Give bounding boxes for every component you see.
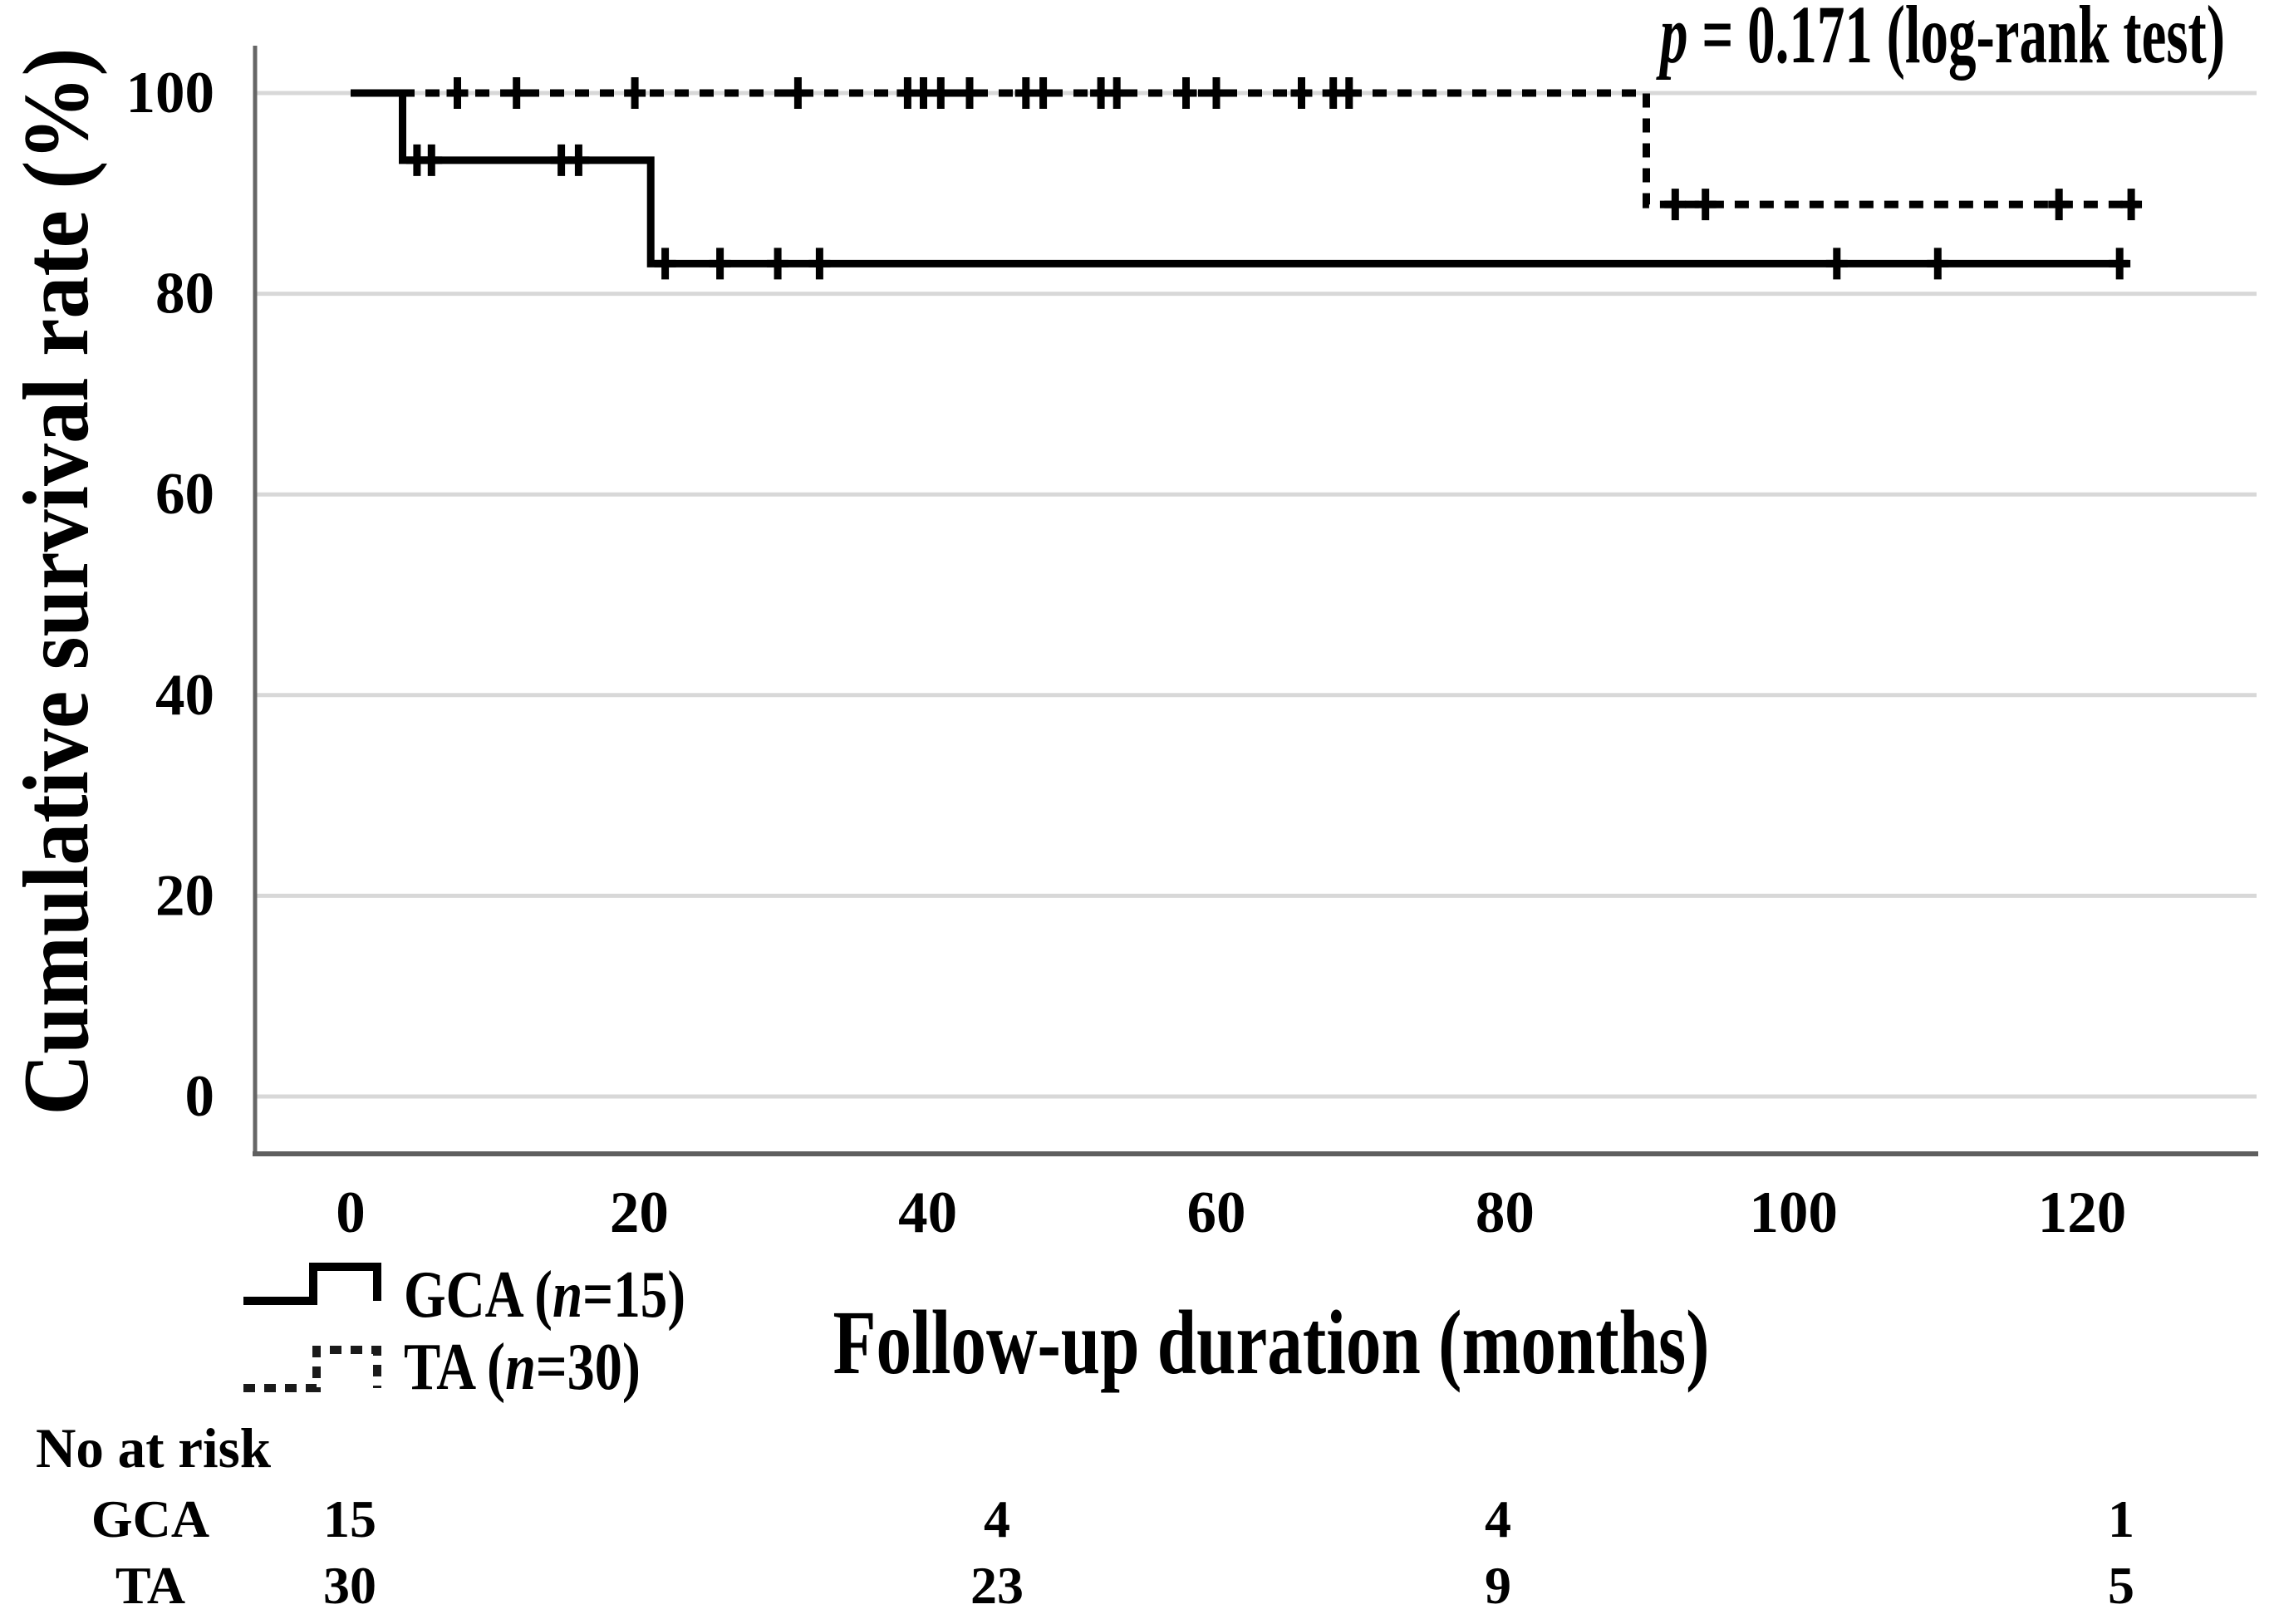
gca-censor-mark xyxy=(709,248,731,280)
ta-legend-suffix: =30) xyxy=(536,1331,641,1404)
gca-censor-mark xyxy=(2109,248,2131,280)
gca-legend-swatch xyxy=(243,1263,381,1305)
x-tick-label: 80 xyxy=(1476,1180,1535,1245)
risk-value: 23 xyxy=(970,1556,1024,1615)
risk-row-label-gca: GCA xyxy=(91,1489,209,1548)
gca-censor-mark xyxy=(420,144,443,176)
x-tick-label: 0 xyxy=(336,1180,366,1245)
ta-legend-swatch xyxy=(243,1346,381,1392)
risk-value: 5 xyxy=(2108,1556,2134,1615)
ta-censor-mark xyxy=(1175,77,1197,109)
ta-legend-n: n xyxy=(505,1331,536,1404)
gca-censor-mark xyxy=(1825,248,1848,280)
gca-legend-prefix: GCA ( xyxy=(404,1258,553,1332)
risk-value: 4 xyxy=(984,1489,1010,1548)
y-tick-label: 20 xyxy=(155,863,214,928)
risk-value: 1 xyxy=(2108,1489,2134,1548)
ta-censor-mark xyxy=(959,77,981,109)
x-tick-label: 100 xyxy=(1749,1180,1838,1245)
y-tick-label: 40 xyxy=(155,663,214,728)
gca-censor-mark xyxy=(654,248,676,280)
ta-censor-mark xyxy=(1032,77,1054,109)
gca-censor-mark xyxy=(567,144,590,176)
y-tick-label: 0 xyxy=(185,1064,215,1129)
risk-value: 4 xyxy=(1485,1489,1511,1548)
ta-censor-mark xyxy=(1206,77,1227,109)
y-tick-label: 80 xyxy=(155,262,214,326)
risk-value: 30 xyxy=(323,1556,376,1615)
ta-censor-mark xyxy=(1106,77,1128,109)
p-value-annotation: p = 0.171 (log-rank test) xyxy=(1656,0,2225,81)
ta-censor-mark xyxy=(1664,189,1687,221)
ta-censor-mark xyxy=(1290,77,1313,109)
x-tick-label: 40 xyxy=(898,1180,957,1245)
ta-censor-mark xyxy=(930,77,952,109)
ta-legend-label: TA (n=30) xyxy=(404,1331,641,1404)
p-value-italic-p: p xyxy=(1656,0,1688,81)
ta-legend-prefix: TA ( xyxy=(404,1331,505,1404)
ta-censor-mark xyxy=(787,77,809,109)
x-tick-label: 120 xyxy=(2038,1180,2127,1245)
ta-censor-mark xyxy=(446,77,469,109)
risk-value: 15 xyxy=(323,1489,376,1548)
risk-value: 9 xyxy=(1485,1556,1511,1615)
y-tick-labels: 100 80 60 40 20 0 xyxy=(126,61,215,1129)
censor-marks xyxy=(405,77,2143,280)
x-tick-label: 60 xyxy=(1187,1180,1246,1245)
y-axis-title: Cumulative survival rate (%) xyxy=(5,48,108,1116)
risk-table: GCA 15 4 4 1 TA 30 23 9 5 xyxy=(91,1489,2134,1615)
gridlines xyxy=(257,91,2257,1099)
x-tick-label: 20 xyxy=(610,1180,669,1245)
gca-legend-label: GCA (n=15) xyxy=(404,1258,685,1332)
ta-censor-mark xyxy=(2048,189,2070,221)
ta-censor-mark xyxy=(505,77,528,109)
legend: GCA (n=15) TA (n=30) xyxy=(243,1258,685,1404)
gca-censor-mark xyxy=(767,248,789,280)
gca-censor-mark xyxy=(808,248,831,280)
ta-censor-mark xyxy=(1694,189,1717,221)
x-axis-title: Follow-up duration (months) xyxy=(833,1292,1710,1393)
gca-curve xyxy=(351,89,2129,267)
curves xyxy=(351,89,2140,267)
risk-row-label-ta: TA xyxy=(115,1556,185,1615)
gca-legend-n: n xyxy=(553,1258,582,1332)
y-tick-label: 100 xyxy=(126,61,215,125)
gca-censor-mark xyxy=(1927,248,1949,280)
ta-censor-mark xyxy=(2120,189,2143,221)
no-at-risk-header: No at risk xyxy=(36,1416,271,1479)
p-value-rest: = 0.171 (log-rank test) xyxy=(1702,0,2225,81)
x-tick-labels: 0 20 40 60 80 100 120 xyxy=(336,1180,2126,1245)
y-tick-label: 60 xyxy=(155,462,214,527)
ta-curve xyxy=(351,89,2140,209)
ta-censor-mark xyxy=(624,77,646,109)
gca-legend-suffix: =15) xyxy=(582,1258,685,1332)
ta-censor-mark xyxy=(1338,77,1360,109)
